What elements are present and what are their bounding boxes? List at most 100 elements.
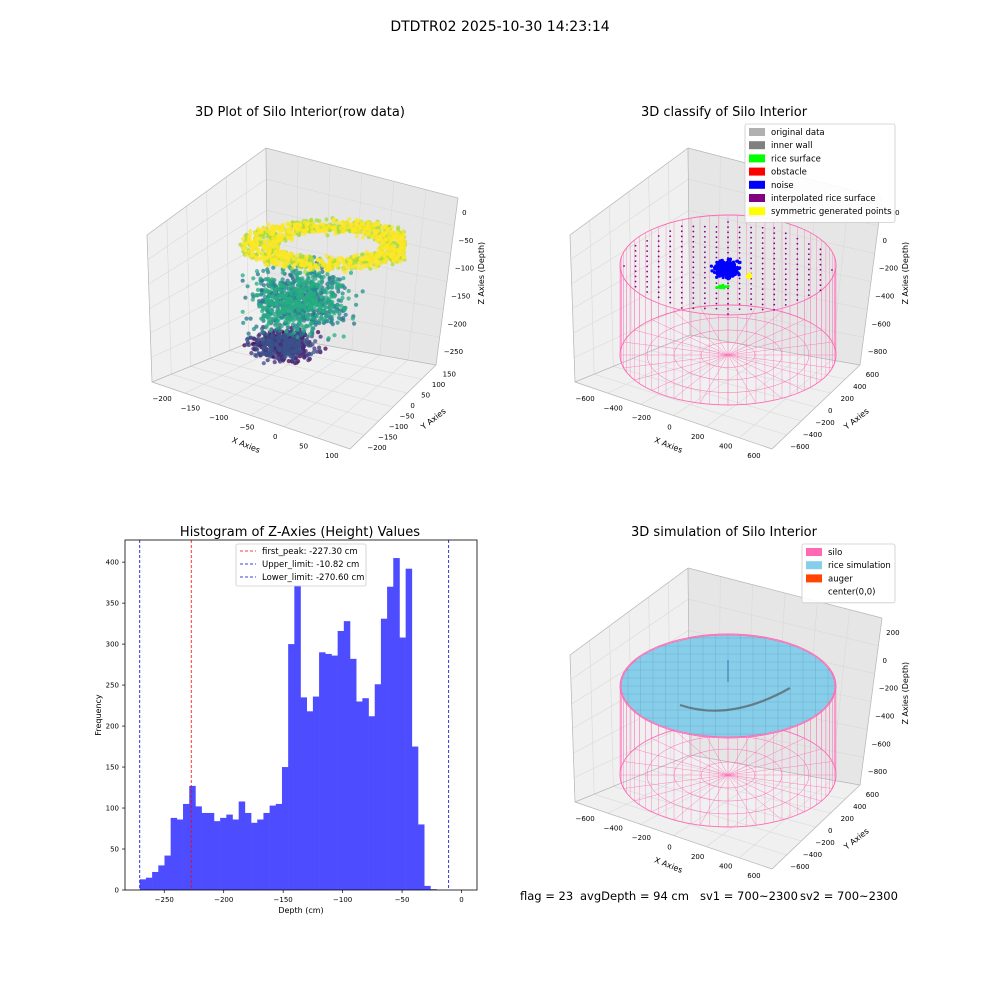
scatter-point [281, 263, 286, 268]
noise-point [720, 267, 725, 271]
interpolated-point [715, 231, 718, 233]
interpolated-point [773, 242, 776, 245]
scatter-point [244, 252, 249, 257]
scatter-point [300, 311, 305, 316]
z-tick-label: −800 [868, 768, 887, 776]
scatter-point [289, 237, 294, 242]
axis-edge [151, 381, 351, 450]
scatter-point [297, 317, 302, 322]
x-tick-label: 0 [273, 433, 277, 441]
interpolated-point [715, 241, 718, 244]
scatter-point [328, 290, 333, 295]
silo-floor-spoke [651, 738, 729, 776]
histogram-bar [380, 618, 388, 890]
interpolated-point [646, 250, 649, 253]
interpolated-point [669, 260, 672, 263]
scatter-point [308, 304, 313, 309]
scatter-point [279, 324, 284, 329]
x-tick-label: 100 [325, 452, 338, 460]
interpolated-point [680, 261, 683, 263]
scatter-point [306, 285, 311, 290]
interpolated-point [807, 278, 810, 281]
scatter-point [280, 277, 285, 282]
interpolated-point [773, 237, 776, 240]
scatter-point [310, 302, 316, 307]
scatter-point [317, 218, 322, 223]
scatter-point [270, 335, 275, 340]
scatter-point [324, 290, 329, 295]
scatter-point [253, 352, 258, 358]
interpolated-point [715, 307, 718, 310]
legend-frame [235, 543, 367, 587]
scatter-point [266, 246, 271, 251]
histogram-bar [349, 658, 357, 890]
scatter-point [314, 283, 319, 289]
scatter-point [271, 302, 276, 307]
interpolated-point [750, 287, 753, 290]
scatter-point [397, 259, 403, 264]
interpolated-point [750, 231, 753, 234]
legend-swatch [806, 548, 822, 556]
noise-point [724, 275, 729, 279]
histogram-bar [288, 644, 295, 890]
scatter-point [341, 318, 346, 323]
interpolated-point [703, 307, 706, 310]
scatter-point [366, 231, 371, 237]
y-tick-label: 200 [841, 815, 854, 823]
noise-point [716, 270, 720, 274]
interpolated-point [796, 242, 799, 245]
silo-floor-spoke [727, 354, 833, 369]
scatter-point [383, 230, 389, 235]
scatter-point [271, 265, 276, 270]
histogram-bar [343, 621, 351, 890]
scatter-point [254, 269, 260, 274]
z-axis-label: Z Axies (Depth) [477, 242, 486, 305]
axis-edge [349, 364, 437, 450]
scatter-point [261, 361, 266, 366]
x-tick-label: 200 [691, 433, 704, 441]
scatter-point [294, 345, 299, 350]
scatter-point [401, 256, 406, 261]
scatter-point [329, 316, 334, 321]
y-tick-label: −600 [790, 863, 809, 871]
scatter-point [259, 255, 264, 260]
interpolated-point [727, 282, 729, 285]
scatter-point [263, 243, 268, 248]
legend-frame [744, 123, 896, 223]
scatter-point [270, 286, 275, 291]
scatter-point [372, 228, 377, 233]
scatter-point [250, 297, 255, 302]
noise-point [712, 270, 717, 274]
y-tick-label: −600 [790, 443, 809, 451]
histogram-bar [312, 696, 320, 890]
scatter-point [277, 339, 282, 344]
z-tick-label: 0 [883, 657, 887, 665]
scatter-point [286, 344, 291, 349]
z-tick-label: −600 [872, 320, 891, 328]
scatter-point [297, 320, 302, 325]
scatter-point [306, 281, 311, 286]
scatter-point [348, 258, 353, 263]
scatter-point [295, 272, 300, 277]
x-tick-label: −250 [155, 896, 174, 904]
scatter-point [352, 321, 357, 326]
interpolated-point [692, 281, 695, 284]
scatter-point [342, 226, 347, 231]
scatter-point [270, 308, 275, 313]
scatter-point [305, 341, 311, 346]
y-tick-label: 350 [106, 600, 119, 608]
scatter-point [340, 291, 345, 296]
axis-edge [569, 234, 576, 383]
scatter-point [273, 262, 278, 267]
scatter-point [251, 276, 256, 281]
scatter-point [393, 233, 398, 238]
scatter-point [260, 243, 265, 248]
interpolated-point [750, 308, 753, 311]
interpolated-point [669, 245, 672, 248]
interpolated-point [680, 271, 683, 274]
interpolated-point [703, 241, 706, 243]
histogram-bar [300, 697, 307, 890]
interpolated-point [715, 292, 718, 295]
scatter-point [288, 303, 293, 308]
scatter-point [321, 317, 326, 322]
